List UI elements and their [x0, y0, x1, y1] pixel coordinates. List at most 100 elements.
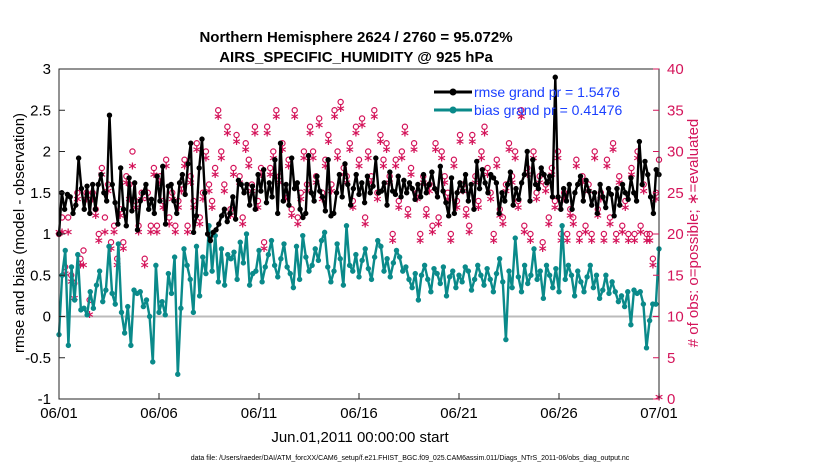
- obs-evaluated-point: *: [122, 176, 130, 194]
- bias-point: [346, 262, 353, 269]
- obs-evaluated-point: *: [208, 201, 216, 219]
- obs-possible-point: [371, 107, 378, 114]
- bias-point: [75, 251, 81, 258]
- rmse-point: [269, 194, 275, 200]
- obs-evaluated-point: *: [165, 217, 173, 235]
- obs-evaluated-point: *: [83, 193, 91, 211]
- obs-evaluated-point: *: [328, 184, 336, 202]
- obs-possible-point: [270, 148, 277, 155]
- obs-evaluated-point: *: [450, 160, 458, 178]
- obs-evaluated-point: *: [291, 110, 299, 128]
- obs-evaluated-point: *: [594, 209, 602, 227]
- rmse-point: [98, 171, 104, 178]
- rmse-point: [555, 194, 561, 200]
- obs-evaluated-point: *: [517, 110, 525, 128]
- rmse-point: [274, 210, 281, 217]
- bias-point: [387, 274, 393, 280]
- obs-evaluated-point: *: [297, 193, 305, 211]
- rmse-point: [650, 210, 657, 217]
- obs-evaluated-point: *: [569, 217, 577, 235]
- obs-possible-point: [603, 156, 611, 163]
- obs-evaluated-point: *: [239, 217, 247, 235]
- rmse-point: [451, 210, 458, 217]
- obs-evaluated-point: *: [352, 127, 360, 145]
- bias-point: [471, 276, 478, 283]
- obs-evaluated-point: *: [481, 127, 489, 145]
- obs-evaluated-point: *: [196, 217, 204, 235]
- obs-possible-point: [242, 140, 249, 147]
- rmse-point: [342, 161, 348, 167]
- obs-evaluated-point: *: [242, 143, 250, 161]
- bias-point: [306, 268, 312, 274]
- obs-possible-point: [153, 222, 161, 229]
- obs-possible-point: [643, 230, 650, 238]
- rmse-point: [426, 181, 432, 188]
- rmse-point: [356, 191, 362, 198]
- bias-point: [337, 256, 343, 262]
- y-left-tick-label: 1.5: [30, 185, 51, 202]
- y-right-tick-label: 15: [667, 267, 684, 284]
- bias-point: [71, 297, 78, 303]
- rmse-point: [496, 210, 502, 217]
- obs-possible-point: [493, 156, 500, 163]
- bias-point: [353, 251, 359, 258]
- rmse-point: [140, 190, 146, 196]
- rmse-point: [465, 198, 472, 204]
- rmse-point: [333, 190, 340, 196]
- rmse-point: [552, 74, 558, 80]
- obs-possible-point: [208, 197, 216, 205]
- bias-point: [318, 237, 325, 244]
- obs-evaluated-point: *: [612, 234, 620, 252]
- bias-point: [443, 293, 450, 299]
- bias-point: [203, 270, 209, 277]
- bias-point: [584, 274, 590, 280]
- y-axis-right-label: # of obs: o=possible; ∗=evaluated: [685, 119, 702, 348]
- obs-possible-point: [331, 107, 338, 114]
- bias-point: [506, 268, 512, 274]
- rmse-point: [308, 190, 315, 196]
- rmse-point: [204, 231, 211, 237]
- obs-possible-point: [263, 123, 271, 130]
- rmse-point: [345, 181, 351, 188]
- rmse-point: [280, 198, 286, 204]
- rmse-point: [420, 171, 427, 178]
- x-tick-label: 06/06: [140, 405, 178, 422]
- bias-point: [165, 270, 172, 277]
- rmse-point: [249, 183, 256, 189]
- rmse-point: [454, 190, 460, 196]
- rmse-point: [611, 213, 617, 219]
- bias-point: [103, 287, 109, 293]
- obs-possible-point: [361, 214, 369, 221]
- obs-possible-point: [404, 206, 412, 213]
- rmse-point: [603, 204, 609, 211]
- bias-point: [315, 257, 322, 264]
- bias-point: [234, 276, 240, 283]
- rmse-point: [446, 213, 452, 219]
- rmse-point: [546, 173, 553, 179]
- y-left-tick-label: 3: [43, 61, 51, 78]
- obs-evaluated-point: *: [493, 160, 501, 178]
- obs-evaluated-point: *: [181, 160, 189, 178]
- bias-point: [200, 254, 206, 260]
- obs-evaluated-point: *: [422, 209, 430, 227]
- bias-point: [396, 254, 403, 260]
- rmse-point: [423, 190, 429, 196]
- obs-evaluated-point: *: [321, 160, 329, 178]
- rmse-point: [182, 191, 188, 198]
- rmse-point: [409, 185, 415, 192]
- rmse-point: [504, 181, 511, 188]
- obs-evaluated-point: *: [95, 234, 103, 252]
- obs-evaluated-point: *: [432, 143, 440, 161]
- bias-point: [615, 298, 622, 305]
- bias-point: [171, 254, 178, 260]
- obs-possible-point: [162, 156, 170, 163]
- bias-point: [268, 237, 275, 244]
- obs-evaluated-point: *: [153, 226, 161, 244]
- bias-point: [609, 279, 615, 285]
- rmse-point: [560, 185, 567, 192]
- rmse-point: [70, 210, 76, 217]
- obs-count-layer: ****************************************…: [55, 98, 663, 409]
- rmse-point: [224, 218, 230, 225]
- bias-point: [350, 268, 356, 274]
- obs-evaluated-point: *: [254, 201, 262, 219]
